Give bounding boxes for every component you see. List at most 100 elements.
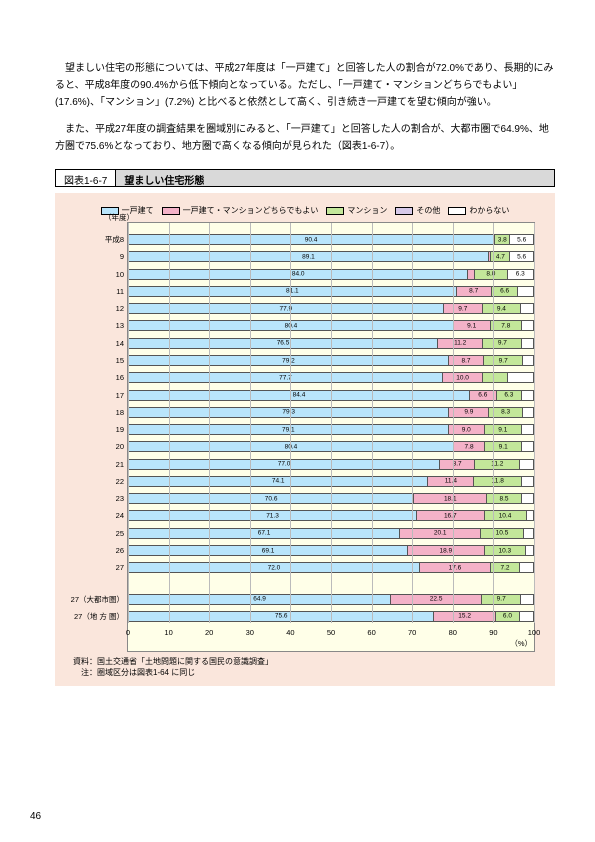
bar-segment: 11.2 [475,460,520,469]
legend-swatch [326,207,344,215]
bar-segment: 5.6 [510,252,533,261]
segment-value: 11.2 [454,340,466,347]
legend-item: 一戸建て・マンションどちらでもよい [162,205,319,216]
bar-segment: 16.7 [417,511,484,520]
segment-value: 9.4 [497,305,506,312]
bar-segment: 81.1 [129,287,457,296]
bar-segment [527,511,533,520]
row-label: 17 [70,391,128,400]
bar-segment: 79.3 [129,408,449,417]
segment-value: 9.1 [498,426,507,433]
segment-value: 18.9 [440,547,453,554]
row-label: 平成8 [70,234,128,245]
row-label: 14 [70,339,128,348]
segment-value: 18.1 [444,495,457,502]
paragraph-2: また、平成27年度の調査結果を圏域別にみると、「一戸建て」と回答した人の割合が、… [55,121,555,155]
segment-value: 64.9 [253,596,266,603]
chart-area: （年度） 平成890.43.85.6989.14.75.61084.08.06.… [127,222,535,652]
segment-value: 90.4 [305,236,318,243]
x-tick: 20 [205,628,213,637]
bar-segment: 9.0 [449,425,485,434]
y-axis-title: （年度） [104,212,134,223]
legend-swatch [162,207,180,215]
row-label: 23 [70,494,128,503]
segment-value: 9.7 [458,305,467,312]
segment-value: 10.4 [499,512,512,519]
bar-segment: 9.7 [444,304,483,313]
bar-segment: 9.7 [484,356,523,365]
bar-segment: 15.2 [434,612,495,621]
bar-segment: 8.0 [475,270,507,279]
bar-segment: 11.8 [474,477,522,486]
segment-value: 7.2 [500,564,509,571]
bar-segment: 10.3 [485,546,527,555]
row-label: 16 [70,373,128,382]
legend-item: その他 [395,205,440,216]
bar-segment: 79.1 [129,425,449,434]
bar-segment: 77.0 [129,460,440,469]
bar-segment [522,477,533,486]
bar-segment: 22.5 [391,595,482,604]
gridline [493,223,494,623]
bar-segment [522,494,533,503]
segment-value: 74.1 [272,478,285,485]
segment-value: 15.2 [458,613,471,620]
figure-label: 図表1-6-7 [56,170,116,186]
bar-segment: 8.7 [449,356,484,365]
legend-swatch [448,207,466,215]
bar-segment: 9.1 [485,425,522,434]
gridline [331,223,332,623]
bar-segment: 9.1 [454,321,491,330]
row-label: 18 [70,408,128,417]
x-tick: 30 [246,628,254,637]
bar-segment: 18.1 [414,494,487,503]
bar-segment [523,408,533,417]
segment-value: 10.0 [456,374,469,381]
segment-value: 9.7 [499,357,508,364]
segment-value: 8.7 [469,288,478,295]
x-tick: 70 [408,628,416,637]
bar-segment: 77.9 [129,304,444,313]
bar-segment [520,460,533,469]
bar-segment: 80.4 [129,442,454,451]
bar-segment [520,563,533,572]
gridline [534,223,535,623]
segment-value: 11.4 [445,478,457,485]
bar-segment: 71.3 [129,511,417,520]
row-label: 9 [70,252,128,261]
bar-segment: 10.5 [481,529,523,538]
segment-value: 84.0 [292,271,305,278]
legend-item: マンション [326,205,387,216]
row-label: 24 [70,511,128,520]
source-line-1: 資料：国土交通省「土地問題に関する国民の意識調査」 [73,656,545,667]
bar-segment [522,391,533,400]
segment-value: 77.0 [278,461,291,468]
bar-segment [523,356,533,365]
x-tick: 50 [327,628,335,637]
segment-value: 79.3 [282,409,295,416]
bar-segment: 79.2 [129,356,449,365]
segment-value: 84.4 [293,392,306,399]
segment-value: 6.3 [516,271,525,278]
bar-segment [524,529,533,538]
bar-segment: 3.8 [495,235,510,244]
gridline [169,223,170,623]
segment-value: 16.7 [444,512,457,519]
segment-value: 7.8 [501,322,510,329]
row-label: 12 [70,304,128,313]
bar-segment [521,304,533,313]
bar-segment: 90.4 [129,235,494,244]
bar-segment: 17.6 [420,563,491,572]
segment-value: 17.6 [449,564,462,571]
segment-value: 69.1 [262,547,275,554]
bar-segment: 9.4 [483,304,521,313]
bar-segment: 6.3 [508,270,533,279]
page-number: 46 [30,811,41,822]
segment-value: 9.0 [462,426,471,433]
x-tick: 60 [367,628,375,637]
bar-segment: 9.9 [449,408,489,417]
legend-label: その他 [416,205,440,216]
bar-segment: 80.4 [129,321,454,330]
segment-value: 9.1 [467,322,476,329]
legend-label: 一戸建て・マンションどちらでもよい [183,205,319,216]
